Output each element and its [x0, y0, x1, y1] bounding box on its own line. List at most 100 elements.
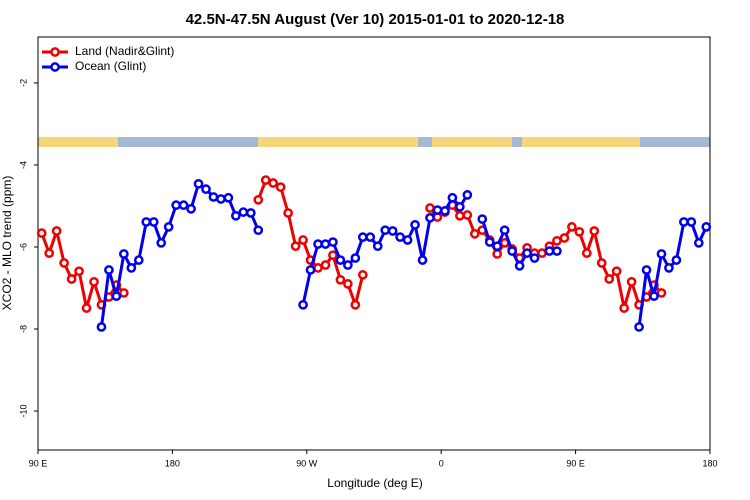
data-point: [275, 182, 286, 192]
legend-marker: [50, 62, 60, 72]
land-ocean-strip: [38, 137, 710, 147]
data-point: [462, 210, 473, 220]
data-point: [81, 303, 92, 313]
chart-title: 42.5N-47.5N August (Ver 10) 2015-01-01 t…: [186, 11, 565, 28]
data-point: [477, 214, 488, 224]
strip-land: [432, 137, 512, 147]
data-point: [455, 201, 465, 212]
data-point: [701, 222, 712, 232]
data-point: [253, 194, 264, 205]
data-point: [171, 200, 181, 211]
data-point: [335, 274, 346, 285]
data-point: [425, 203, 435, 213]
y-tick-label: -8: [18, 325, 28, 333]
data-point: [59, 258, 69, 268]
y-tick-label: -4: [18, 161, 28, 169]
data-point: [141, 217, 152, 227]
x-tick-label: 90 E: [566, 458, 585, 468]
data-point: [44, 248, 55, 258]
data-point: [529, 253, 540, 263]
data-point: [462, 190, 473, 200]
data-point: [298, 235, 308, 245]
data-point: [89, 276, 99, 287]
x-axis-label: Longitude (deg E): [327, 476, 422, 490]
data-point: [656, 288, 667, 298]
data-point: [357, 232, 368, 242]
data-point: [201, 184, 211, 195]
data-point: [604, 274, 615, 284]
data-point: [395, 232, 405, 242]
data-point: [365, 232, 376, 242]
data-point: [372, 241, 383, 252]
data-point: [335, 255, 346, 265]
data-point: [253, 225, 264, 236]
data-point: [104, 265, 114, 275]
data-point: [410, 219, 420, 230]
data-point: [649, 291, 659, 302]
data-point: [544, 246, 555, 256]
data-point: [126, 263, 137, 273]
data-point: [74, 266, 84, 277]
data-point: [514, 261, 525, 271]
y-tick-label: -2: [18, 79, 28, 87]
x-tick-label: 90 W: [296, 458, 318, 468]
data-point: [641, 265, 652, 275]
y-tick-label: -6: [18, 243, 28, 251]
strip-land: [522, 137, 640, 147]
y-tick-label: -10: [18, 405, 28, 418]
data-point: [320, 260, 331, 270]
data-point: [447, 192, 458, 203]
data-point: [522, 248, 532, 258]
data-point: [499, 225, 510, 236]
data-point: [216, 194, 226, 204]
strip-land: [38, 137, 118, 147]
legend-label: Land (Nadir&Glint): [75, 44, 174, 58]
data-point: [552, 235, 562, 246]
data-point: [133, 255, 144, 265]
data-point: [290, 241, 301, 252]
data-point: [611, 266, 622, 277]
data-point: [380, 225, 391, 236]
data-point: [574, 226, 585, 237]
data-point: [537, 248, 547, 258]
data-point: [559, 233, 570, 243]
data-point: [163, 222, 174, 232]
data-point: [313, 263, 323, 273]
data-point: [350, 299, 361, 310]
data-point: [268, 178, 279, 188]
data-point: [178, 200, 189, 211]
data-point: [679, 217, 689, 227]
data-point: [567, 222, 577, 232]
x-tick-label: 180: [165, 458, 180, 468]
data-point: [148, 217, 159, 227]
data-point: [432, 205, 443, 215]
data-point: [208, 192, 219, 202]
data-point: [298, 299, 308, 310]
data-point: [589, 226, 600, 236]
data-point: [156, 238, 167, 248]
data-point: [231, 210, 241, 221]
data-point: [656, 249, 667, 259]
data-point: [686, 217, 697, 227]
data-point: [581, 248, 592, 258]
data-point: [671, 255, 682, 265]
data-point: [469, 229, 480, 239]
x-tick-label: 90 E: [29, 458, 48, 468]
data-point: [387, 226, 398, 236]
data-point: [238, 207, 249, 217]
data-point: [343, 279, 353, 289]
legend-marker: [50, 47, 60, 57]
data-point: [507, 246, 517, 256]
data-point: [357, 270, 368, 280]
data-point: [320, 239, 331, 249]
data-point: [455, 210, 465, 221]
data-point: [260, 175, 271, 185]
data-point: [664, 263, 674, 273]
data-point: [328, 250, 338, 261]
data-point: [119, 288, 129, 298]
data-point: [440, 206, 450, 216]
data-point: [552, 246, 562, 256]
data-point: [111, 291, 122, 302]
data-point: [350, 253, 361, 263]
strip-land: [258, 137, 418, 147]
